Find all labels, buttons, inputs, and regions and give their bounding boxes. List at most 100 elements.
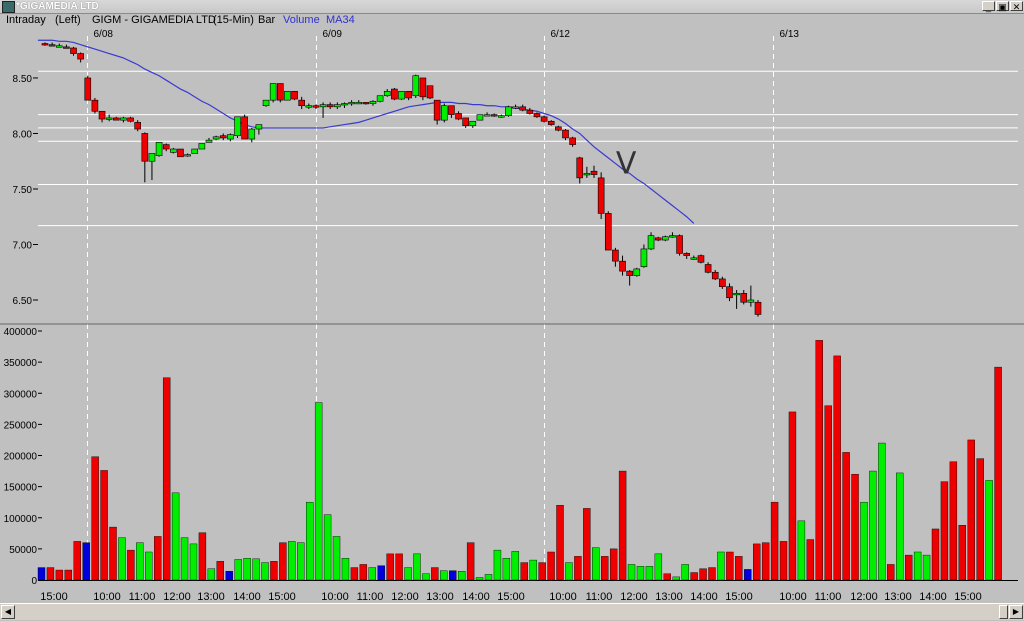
candle-body bbox=[419, 77, 427, 98]
candle-body bbox=[276, 83, 284, 101]
time-tick-label: 10:00 bbox=[93, 591, 121, 603]
time-tick-label: 13:00 bbox=[884, 591, 912, 603]
volume-bar bbox=[574, 556, 582, 581]
app-icon bbox=[2, 1, 15, 13]
candle-body bbox=[241, 116, 248, 140]
volume-bar bbox=[350, 567, 359, 581]
volume-bar bbox=[422, 573, 430, 581]
volume-bar bbox=[359, 564, 368, 581]
volume-bar bbox=[681, 564, 689, 581]
volume-tick-label: 350000 bbox=[4, 358, 38, 369]
candle-body bbox=[48, 44, 56, 47]
volume-bar bbox=[976, 458, 984, 581]
candle-body bbox=[697, 255, 705, 263]
volume-bar bbox=[288, 541, 296, 581]
volume-tick-label: 100000 bbox=[4, 514, 38, 525]
time-tick-label: 12:00 bbox=[163, 591, 191, 603]
price-tick-label: 7.50 bbox=[13, 185, 33, 196]
restore-button[interactable]: ▣ bbox=[996, 1, 1009, 12]
chart-canvas: 6/08 6/09 6/12 6/13 8.508.007.507.006.50 V … bbox=[0, 29, 1024, 603]
volume-bar bbox=[73, 541, 81, 581]
volume-bar bbox=[547, 551, 555, 581]
volume-bar bbox=[735, 556, 743, 581]
volume-bar bbox=[896, 472, 904, 581]
time-tick-label: 14:00 bbox=[233, 591, 261, 603]
volume-bar bbox=[770, 501, 779, 581]
candle-body bbox=[134, 122, 141, 130]
volume-bar bbox=[922, 554, 931, 581]
volume-bar bbox=[663, 573, 671, 581]
minimize-button[interactable]: _ bbox=[982, 1, 995, 12]
candle-body bbox=[483, 114, 491, 117]
candle-body bbox=[170, 148, 177, 153]
date-marker-label: 6/08 bbox=[94, 29, 114, 40]
volume-bar bbox=[189, 543, 198, 581]
scroll-left-icon[interactable]: ◀ bbox=[1, 605, 15, 619]
volume-bar bbox=[493, 549, 502, 581]
volume-axis: 400000 350000 300000 250000 200000 150000 1000… bbox=[4, 327, 1018, 587]
volume-bar bbox=[985, 480, 993, 581]
volume-bar bbox=[833, 355, 841, 581]
volume-bar bbox=[931, 528, 940, 581]
volume-bar bbox=[484, 574, 493, 581]
candle-body bbox=[448, 105, 455, 115]
candle-body bbox=[476, 114, 484, 121]
time-tick-label: 12:00 bbox=[620, 591, 648, 603]
horizontal-scrollbar[interactable]: ◀ ▶ bbox=[0, 603, 1024, 620]
time-tick-label: 11:00 bbox=[815, 591, 842, 603]
candle-body bbox=[669, 235, 676, 238]
time-tick-label: 15:00 bbox=[954, 591, 982, 603]
volume-bar bbox=[109, 526, 117, 581]
time-tick-label: 14:00 bbox=[690, 591, 718, 603]
volume-bar bbox=[636, 566, 645, 581]
time-tick-label: 12:00 bbox=[850, 591, 878, 603]
candle-body bbox=[612, 249, 619, 262]
volume-tick-label: 200000 bbox=[4, 452, 38, 463]
candle-body bbox=[284, 90, 291, 101]
volume-bar bbox=[279, 542, 287, 581]
candle-body bbox=[555, 126, 562, 131]
candle-body bbox=[219, 135, 227, 139]
volume-bar bbox=[690, 572, 698, 581]
candle-body bbox=[690, 257, 698, 260]
close-button[interactable]: ✕ bbox=[1010, 1, 1023, 12]
volume-bar bbox=[243, 558, 251, 581]
window-title: *GIGAMEDIA LTD bbox=[16, 1, 99, 12]
candle-body bbox=[248, 128, 256, 140]
volume-bar bbox=[520, 562, 528, 581]
volume-bar bbox=[851, 473, 859, 581]
candle-body bbox=[355, 102, 363, 105]
candle-body bbox=[113, 117, 120, 121]
scroll-right-icon[interactable]: ▶ bbox=[1009, 605, 1023, 619]
volume-bar bbox=[726, 551, 734, 581]
annotation-group: V bbox=[616, 147, 637, 182]
volume-bar bbox=[744, 569, 752, 581]
candle-body bbox=[662, 236, 669, 241]
candle-body bbox=[519, 106, 527, 111]
candle-body bbox=[469, 120, 477, 127]
volume-bar bbox=[958, 525, 967, 581]
price-tick-label: 8.50 bbox=[13, 74, 33, 85]
ma-legend: MA34 bbox=[326, 14, 355, 26]
volume-bar bbox=[395, 553, 403, 581]
candle-body bbox=[120, 117, 127, 121]
window-titlebar: *GIGAMEDIA LTD _ ▣ ✕ bbox=[0, 0, 1024, 14]
candle-body bbox=[540, 116, 548, 122]
candle-body bbox=[562, 129, 569, 139]
scroll-thumb[interactable] bbox=[999, 605, 1008, 619]
candle-body bbox=[376, 95, 384, 102]
candle-body bbox=[312, 105, 320, 108]
date-marker-label: 6/09 bbox=[323, 29, 343, 40]
volume-bar bbox=[207, 568, 216, 581]
volume-bar bbox=[797, 520, 806, 581]
candle-body bbox=[155, 142, 163, 156]
volume-bar bbox=[878, 442, 886, 581]
candle-body bbox=[98, 110, 106, 120]
candle-body bbox=[455, 113, 462, 120]
volume-bar bbox=[475, 577, 484, 581]
date-separators: 6/08 6/09 6/12 6/13 bbox=[87, 29, 799, 580]
volume-bar bbox=[46, 567, 55, 581]
volume-bar bbox=[618, 470, 627, 581]
volume-bar bbox=[699, 568, 707, 581]
time-tick-label: 14:00 bbox=[462, 591, 490, 603]
